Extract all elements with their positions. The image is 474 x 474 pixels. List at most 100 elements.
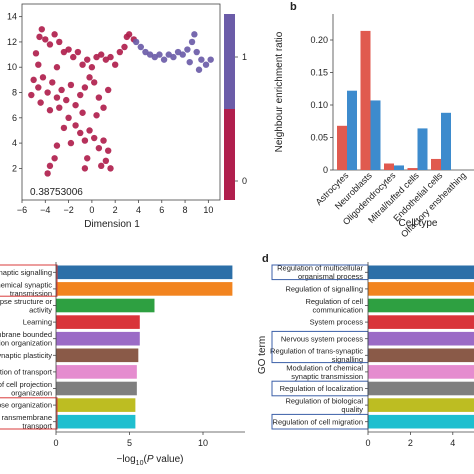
scatter-point: [179, 51, 186, 58]
scatter-point: [107, 53, 114, 61]
panel-b-y-tick-label: 0.10: [310, 100, 328, 110]
panel-d-category-label: Regulation of multicellular organismal pr…: [277, 264, 363, 282]
scatter-point: [93, 112, 100, 119]
scatter-annotation: 0.38753006: [30, 187, 83, 198]
panel-b-bar: [417, 128, 428, 170]
scatter-point: [198, 56, 205, 63]
colorbar-tick-label: 1: [242, 52, 247, 62]
scatter-point: [49, 79, 56, 86]
panel-c-bar-chart: synaptic signalling Chemical synaptictran…: [0, 262, 245, 467]
scatter-point: [46, 41, 54, 48]
panel-d-bar: [368, 414, 474, 429]
scatter-point: [58, 86, 65, 94]
scatter-point: [38, 26, 45, 33]
panel-c-bar: [56, 265, 233, 280]
panel-c-x-axis-label: −log10(P value): [116, 454, 183, 467]
scatter-point: [81, 84, 89, 91]
colorbar-top-segment: [224, 14, 235, 109]
panel-c-highlight-box: [0, 264, 58, 297]
panel-c-bar: [56, 282, 233, 296]
scatter-x-axis-label: Dimension 1: [84, 219, 140, 230]
scatter-point: [95, 94, 103, 101]
panel-c-category-label: egulation of transport: [0, 368, 53, 377]
scatter-point: [123, 33, 131, 41]
scatter-point: [56, 38, 63, 46]
scatter-point: [88, 64, 96, 71]
scatter-point: [121, 43, 128, 51]
scatter-point: [191, 31, 198, 38]
scatter-point: [132, 38, 140, 46]
panel-b-y-tick-label: 0.20: [310, 35, 328, 45]
scatter-point: [36, 33, 43, 41]
scatter-point: [160, 56, 168, 63]
scatter-point: [60, 124, 68, 132]
panel-c-bar: [56, 315, 140, 329]
panel-c-bar: [56, 398, 136, 412]
scatter-point: [65, 114, 72, 122]
scatter-point: [193, 48, 200, 56]
panel-b-y-tick-label: 0.15: [310, 68, 328, 78]
scatter-x-tick-label: 0: [89, 205, 94, 215]
scatter-point: [67, 139, 75, 147]
panel-d-x-tick-label: 4: [450, 438, 455, 448]
scatter-point: [91, 79, 98, 86]
panel-c-bar: [56, 331, 140, 346]
scatter-point: [86, 74, 93, 81]
panel-c-highlight-box: [0, 397, 58, 430]
scatter-y-tick-label: 6: [12, 113, 17, 123]
scatter-point: [44, 170, 51, 177]
scatter-point: [84, 155, 91, 162]
scatter-point: [67, 81, 75, 89]
panel-d-category-label: Regulation of cell communication: [305, 297, 363, 315]
scatter-point: [104, 147, 112, 154]
scatter-point: [56, 104, 63, 111]
svg-text:−log10(P value): −log10(P value): [116, 454, 183, 467]
scatter-colorbar: 10: [224, 14, 247, 200]
scatter-y-tick-label: 2: [12, 163, 17, 173]
scatter-point: [100, 104, 107, 111]
panel-c-bar: [56, 381, 137, 396]
panel-d-x-tick-label: 0: [365, 438, 370, 448]
scatter-point: [79, 109, 86, 116]
panel-b-bar: [347, 90, 357, 170]
panel-c-category-label: apse organization: [0, 401, 52, 410]
scatter-point: [77, 129, 84, 137]
panel-d-category-label: Modulation of chemical synaptic transmiss…: [286, 363, 363, 381]
scatter-point: [107, 165, 114, 172]
scatter-point: [195, 66, 203, 73]
scatter-frame: [21, 3, 221, 201]
panel-b-y-tick-label: 0: [323, 165, 328, 175]
scatter-x-tick-label: −4: [40, 205, 50, 215]
panel-d-bar-chart: d GO term Regulation of multicellular org…: [257, 253, 474, 448]
scatter-point: [51, 155, 58, 162]
scatter-x-tick-label: 6: [159, 205, 164, 215]
panel-d-category-label: Regulation of cell migration: [273, 417, 363, 426]
panel-c-bar: [56, 298, 155, 313]
panel-d-bar: [368, 331, 474, 346]
panel-d-category-label: Regulation of trans-synaptic signalling: [270, 347, 363, 365]
panel-b-bar: [360, 30, 371, 171]
scatter-point: [111, 61, 119, 68]
panel-d-x-tick-label: 2: [408, 438, 413, 448]
scatter-point: [91, 134, 98, 142]
panel-c-bar: [56, 414, 136, 429]
scatter-x-tick-label: 2: [113, 205, 118, 215]
panel-b-bar: [384, 163, 394, 170]
scatter-point: [37, 99, 44, 106]
panel-c-x-tick-label: 5: [127, 438, 132, 448]
scatter-y-tick-label: 4: [12, 138, 17, 148]
scatter-x-tick-label: 4: [136, 205, 141, 215]
panel-c-x-tick-label: 0: [53, 438, 58, 448]
scatter-point: [81, 137, 89, 144]
panel-d-category-label: Regulation of signalling: [285, 285, 363, 294]
panel-b-y-tick-label: 0.05: [310, 133, 328, 143]
panel-b-y-axis-label: Neighbour enrichment ratio: [274, 31, 285, 152]
scatter-point: [100, 137, 107, 144]
scatter-point: [70, 53, 77, 61]
scatter-point: [35, 84, 42, 91]
panel-c-category-label: ransmembrane transport: [2, 413, 53, 431]
scatter-x-tick-label: 10: [203, 205, 213, 215]
